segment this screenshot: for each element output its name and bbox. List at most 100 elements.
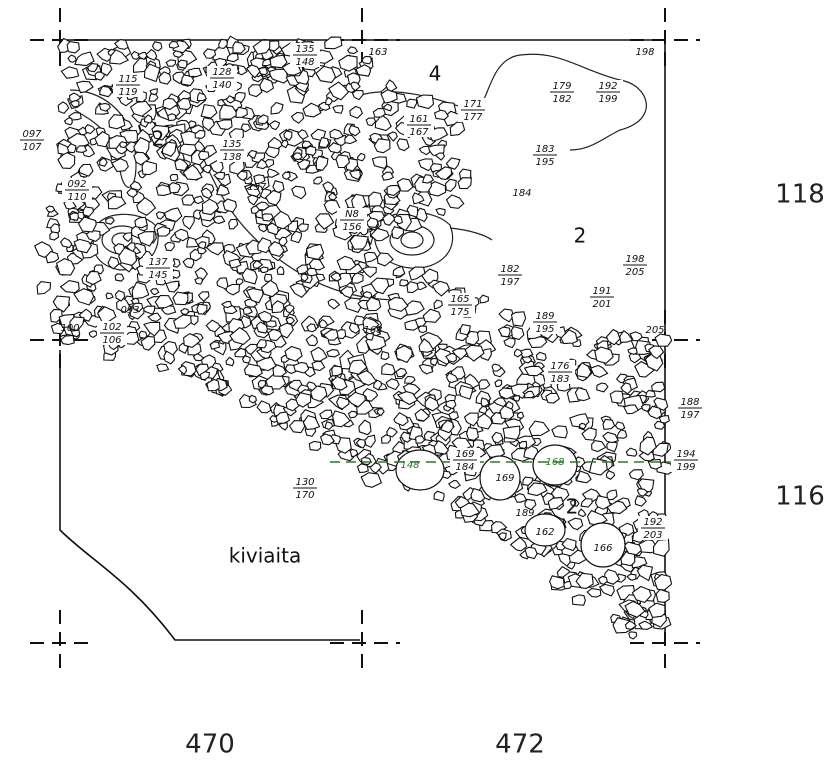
stone [143, 63, 161, 83]
stone [261, 213, 274, 222]
stone [346, 46, 359, 55]
stone [163, 207, 183, 223]
stone [535, 351, 547, 362]
stone [245, 64, 261, 79]
annotation: 189 [515, 508, 534, 519]
stone [344, 133, 358, 145]
stone [433, 109, 450, 121]
stone [396, 391, 419, 406]
stone [374, 114, 392, 132]
stone [445, 157, 461, 170]
stone [187, 67, 203, 78]
stone [85, 229, 101, 243]
stone [580, 498, 593, 508]
annotation-top: 182 [500, 264, 519, 275]
annotation-bottom: 148 [295, 57, 314, 68]
stone [624, 600, 646, 618]
stone [433, 439, 450, 455]
stone [331, 365, 343, 377]
stone [49, 231, 60, 241]
annotation-top: 171 [463, 99, 482, 110]
stone [381, 171, 395, 181]
stone [155, 184, 172, 196]
annotation-top: 194 [676, 449, 695, 460]
annotation: 148 [400, 460, 419, 471]
stone [360, 472, 383, 488]
stone [151, 41, 163, 52]
stone [315, 213, 335, 230]
stone [422, 174, 435, 184]
annotation-top: 189 [535, 311, 554, 322]
stone [168, 181, 181, 194]
stone [629, 331, 643, 342]
annotation-top: 188 [680, 397, 699, 408]
annotation-top: 183 [535, 144, 554, 155]
stone [614, 421, 626, 431]
stone [181, 194, 196, 206]
stone [527, 482, 548, 497]
stone [277, 422, 288, 431]
stone [292, 152, 303, 161]
stone [57, 151, 76, 169]
stone [335, 154, 351, 169]
stone [627, 347, 638, 355]
stone [235, 278, 244, 286]
stone [417, 158, 435, 172]
stone [547, 496, 564, 510]
stone [479, 294, 489, 304]
stone [220, 300, 233, 309]
annotation-bottom: 110 [67, 192, 86, 203]
annotation-bottom: 107 [22, 142, 42, 153]
stone [363, 251, 379, 263]
annotation-bottom: 184 [455, 462, 474, 473]
stone [415, 94, 435, 110]
stone [380, 434, 391, 444]
stone [406, 281, 419, 293]
stone [578, 508, 587, 518]
stone [196, 92, 208, 102]
annotation: 166 [593, 543, 612, 554]
stone [638, 620, 654, 630]
stone [45, 205, 56, 213]
stone [296, 159, 311, 170]
stone [524, 390, 536, 399]
stone [365, 296, 382, 312]
annotation: 137 [247, 182, 267, 193]
stone [604, 568, 621, 585]
stone [459, 502, 481, 518]
stone [361, 55, 372, 65]
stone [478, 379, 491, 390]
stone [551, 425, 568, 439]
stone [434, 166, 453, 181]
stone [494, 379, 503, 388]
annotation: 4 [429, 62, 442, 86]
stone [591, 440, 607, 453]
stone [502, 425, 521, 441]
annotation-top: 092 [67, 179, 86, 190]
stone [85, 270, 102, 286]
stone [324, 421, 334, 431]
stone [381, 362, 396, 376]
stone [255, 201, 271, 211]
annotation-bottom: 167 [409, 127, 429, 138]
stone [430, 357, 439, 367]
stone [232, 41, 246, 54]
stone [349, 234, 369, 250]
stone [414, 408, 431, 422]
stone [243, 363, 263, 378]
stone [202, 48, 217, 59]
annotation-bottom: 138 [222, 152, 241, 163]
stone [509, 536, 528, 552]
stone [387, 131, 398, 142]
stone [418, 337, 435, 353]
stone [269, 54, 288, 69]
stone [319, 433, 335, 446]
stone [69, 100, 80, 108]
stone [513, 493, 528, 503]
stone [288, 420, 306, 434]
stone [606, 500, 628, 515]
stone [578, 422, 587, 430]
stone [330, 375, 348, 391]
stone [197, 150, 210, 161]
stone [589, 364, 609, 378]
